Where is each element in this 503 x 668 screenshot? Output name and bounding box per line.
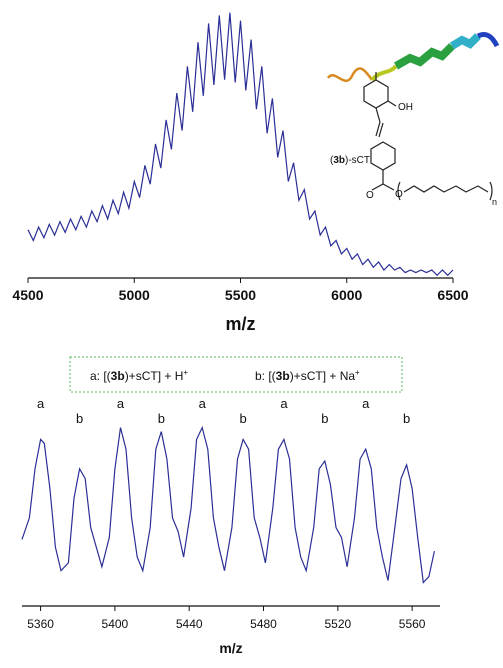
- repeat-n: n: [492, 197, 497, 207]
- peak-label: b: [321, 411, 328, 426]
- peak-label: a: [362, 396, 370, 411]
- helix-green: [394, 43, 455, 70]
- helix-blue: [476, 31, 500, 48]
- bond: [375, 121, 381, 137]
- x-tick-label: 5360: [27, 617, 54, 631]
- x-tick-label: 5000: [119, 287, 150, 303]
- legend-bold: 3b: [111, 369, 125, 383]
- peak-label: a: [117, 396, 125, 411]
- repeat-brackets: [397, 181, 493, 201]
- legend-entry: a: [(3b)+sCT] + H+: [90, 368, 188, 383]
- legend-entry: b: [(3b)+sCT] + Na+: [255, 368, 360, 383]
- structure-text: OH O O n (3b)-sCT: [330, 102, 497, 207]
- legend-text: )+sCT] + H: [125, 369, 184, 383]
- x-axis-title: m/z: [219, 640, 242, 656]
- structure: [326, 31, 500, 201]
- oxygen: O: [395, 189, 403, 200]
- peak-label: b: [158, 411, 165, 426]
- legend-text: a: [(: [90, 369, 111, 383]
- x-tick-label: 5500: [225, 287, 256, 303]
- peak-label: a: [199, 396, 207, 411]
- peak-label: b: [76, 411, 83, 426]
- name-part: (: [330, 155, 334, 166]
- bond: [382, 183, 395, 191]
- x-tick-label: 6000: [331, 287, 362, 303]
- legend-sup: +: [183, 368, 188, 377]
- bond: [387, 100, 397, 107]
- x-tick-label: 5560: [399, 617, 426, 631]
- oh: OH: [398, 102, 413, 113]
- bond: [371, 183, 384, 191]
- x-tick-label: 6500: [437, 287, 468, 303]
- peak-label: b: [239, 411, 246, 426]
- compound-name: (3b)-sCT: [330, 155, 370, 166]
- peak-label: b: [403, 411, 410, 426]
- x-axis-title: m/z: [225, 314, 255, 334]
- x-tick-label: 5440: [176, 617, 203, 631]
- legend-text: b: [(: [255, 369, 276, 383]
- ring-1: [363, 79, 389, 109]
- helix-cyan: [449, 33, 481, 50]
- oxygen: O: [366, 190, 374, 201]
- spectrum-line: [21, 425, 435, 584]
- ring-2: [370, 141, 396, 171]
- bond: [375, 107, 381, 123]
- x-tick-label: 5520: [324, 617, 351, 631]
- spectrum-line: [27, 12, 454, 277]
- peak-label: a: [280, 396, 288, 411]
- x-tick-label: 5480: [250, 617, 277, 631]
- peptide-mid: [370, 64, 398, 82]
- legend-text: )+sCT] + Na: [290, 369, 356, 383]
- name-part: )-sCT: [345, 155, 370, 166]
- x-tick-label: 4500: [12, 287, 43, 303]
- x-tick-label: 5400: [102, 617, 129, 631]
- legend-sup: +: [355, 368, 360, 377]
- legend-bold: 3b: [276, 369, 290, 383]
- peptide-tail: [326, 67, 374, 83]
- peak-label: a: [37, 396, 45, 411]
- bond: [378, 122, 384, 138]
- peg-chain: [403, 185, 489, 193]
- name-bold: 3b: [333, 155, 345, 166]
- legend-box: [69, 356, 403, 393]
